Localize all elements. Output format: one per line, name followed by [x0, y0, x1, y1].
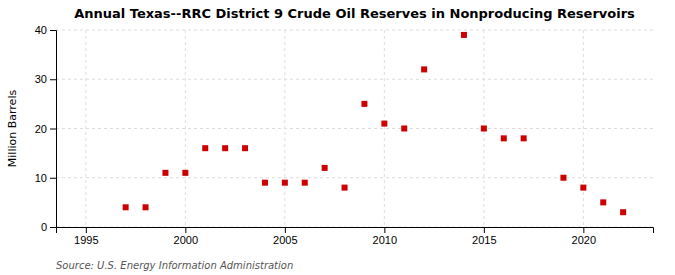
- tick-label: 1995: [74, 234, 98, 246]
- grid-line: [85, 30, 86, 227]
- tick-label: 40: [35, 24, 47, 36]
- tick-label: 2015: [472, 234, 496, 246]
- chart: 1995 2000 2005 2010 2015 2020 0 10 20 30 40 Annual …: [0, 0, 675, 275]
- point: [202, 145, 208, 151]
- tick: 20: [35, 123, 56, 135]
- point: [521, 135, 527, 141]
- title: Annual Texas--RRC District 9 Crude Oil R…: [74, 6, 635, 21]
- point: [182, 170, 188, 176]
- tick: 30: [35, 73, 56, 85]
- tick: 0: [41, 221, 56, 233]
- axis-line: [57, 228, 654, 234]
- point: [322, 165, 328, 171]
- tick-label: 2020: [572, 234, 596, 246]
- tick-label: 2000: [174, 234, 198, 246]
- tick: 1995: [74, 227, 98, 246]
- point: [262, 180, 268, 186]
- tick-label: 30: [35, 73, 47, 85]
- tick: 2005: [273, 227, 297, 246]
- tick-mark: [50, 129, 56, 130]
- tick-mark: [285, 227, 286, 233]
- tick-mark: [86, 227, 87, 233]
- point: [143, 204, 149, 210]
- point: [461, 32, 467, 38]
- point: [222, 145, 228, 151]
- point: [401, 126, 407, 132]
- grid: [56, 30, 653, 227]
- point: [342, 185, 348, 191]
- tick-label: 10: [35, 172, 47, 184]
- grid-line: [56, 79, 653, 80]
- y-axis: 0 10 20 30 40: [35, 24, 57, 233]
- tick: 2010: [373, 227, 397, 246]
- plot-area: 1995 2000 2005 2010 2015 2020 0 10 20 30 40: [35, 24, 654, 246]
- tick-mark: [583, 227, 584, 233]
- points: [123, 32, 627, 215]
- point: [123, 204, 129, 210]
- point: [282, 180, 288, 186]
- grid-line: [384, 30, 385, 227]
- tick-label: 0: [41, 221, 47, 233]
- tick-mark: [50, 178, 56, 179]
- point: [620, 209, 626, 215]
- tick-mark: [384, 227, 385, 233]
- tick-label: 2005: [273, 234, 297, 246]
- grid-line: [583, 30, 584, 227]
- point: [381, 121, 387, 127]
- tick: 40: [35, 24, 56, 36]
- grid-line: [185, 30, 186, 227]
- point: [580, 185, 586, 191]
- tick-mark: [185, 227, 186, 233]
- tick: 2015: [472, 227, 496, 246]
- point: [302, 180, 308, 186]
- tick: 2020: [572, 227, 596, 246]
- grid-line: [284, 30, 285, 227]
- y-axis-label: Million Barrels: [6, 90, 19, 168]
- point: [242, 145, 248, 151]
- tick-label: 20: [35, 123, 47, 135]
- tick: 2000: [174, 227, 198, 246]
- grid-line: [56, 30, 653, 31]
- source-note: Source: U.S. Energy Information Administ…: [56, 260, 293, 271]
- axis-line: [50, 31, 57, 228]
- point: [361, 101, 367, 107]
- tick-mark: [50, 30, 56, 31]
- point: [501, 135, 507, 141]
- point: [600, 199, 606, 205]
- tick-label: 2010: [373, 234, 397, 246]
- grid-line: [56, 128, 653, 129]
- tick-mark: [484, 227, 485, 233]
- tick-mark: [50, 79, 56, 80]
- tick: 10: [35, 172, 56, 184]
- point: [421, 66, 427, 72]
- tick-mark: [50, 227, 56, 228]
- point: [162, 170, 168, 176]
- x-axis: 1995 2000 2005 2010 2015 2020: [57, 227, 654, 246]
- point: [481, 126, 487, 132]
- point: [560, 175, 566, 181]
